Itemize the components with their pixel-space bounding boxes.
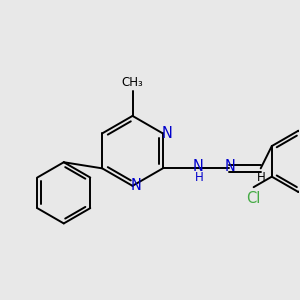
Text: Cl: Cl bbox=[246, 190, 261, 206]
Text: N: N bbox=[131, 178, 142, 193]
Text: N: N bbox=[161, 126, 172, 141]
Text: CH₃: CH₃ bbox=[122, 76, 143, 89]
Text: H: H bbox=[195, 172, 204, 184]
Text: H: H bbox=[257, 172, 266, 184]
Text: N: N bbox=[192, 160, 203, 175]
Text: N: N bbox=[225, 160, 236, 175]
